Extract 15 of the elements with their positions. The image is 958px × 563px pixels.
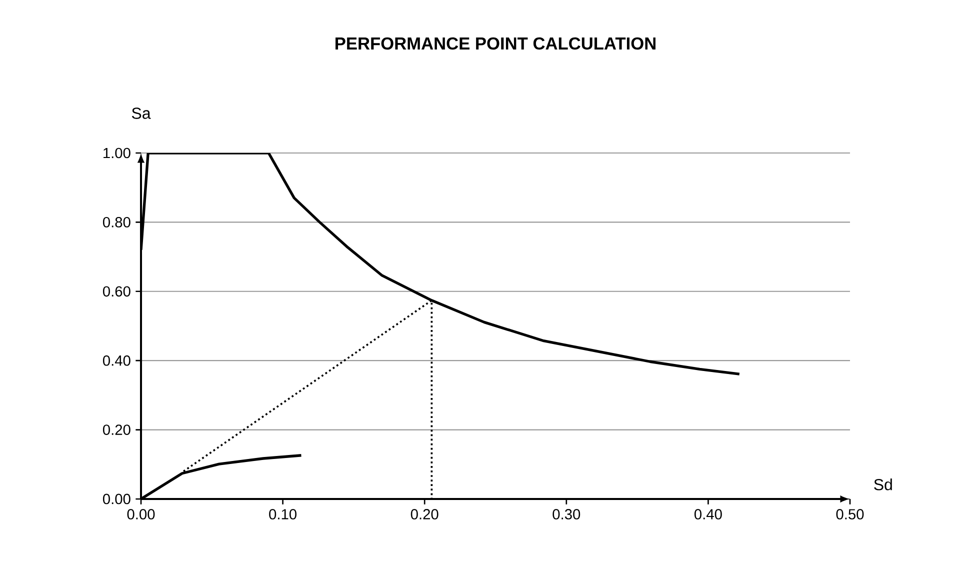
x-tick-label: 0.10 <box>269 509 296 520</box>
y-tick-label: 0.80 <box>102 217 130 228</box>
x-tick-label: 0.50 <box>836 509 864 520</box>
x-tick-label: 0.30 <box>552 509 580 520</box>
x-tick-label: 0.40 <box>694 509 722 520</box>
y-tick-label: 0.20 <box>102 424 130 435</box>
y-tick-label: 0.00 <box>102 494 130 504</box>
y-tick-label: 0.40 <box>102 355 130 366</box>
y-tick-label: 0.60 <box>102 286 130 297</box>
x-tick-label: 0.00 <box>127 509 155 520</box>
chart-title: PERFORMANCE POINT CALCULATION <box>336 37 656 50</box>
x-tick-label: 0.20 <box>410 509 438 520</box>
x-axis-title: Sd <box>874 478 892 490</box>
y-axis-title: Sa <box>132 108 151 119</box>
y-tick-label: 1.00 <box>104 148 130 158</box>
